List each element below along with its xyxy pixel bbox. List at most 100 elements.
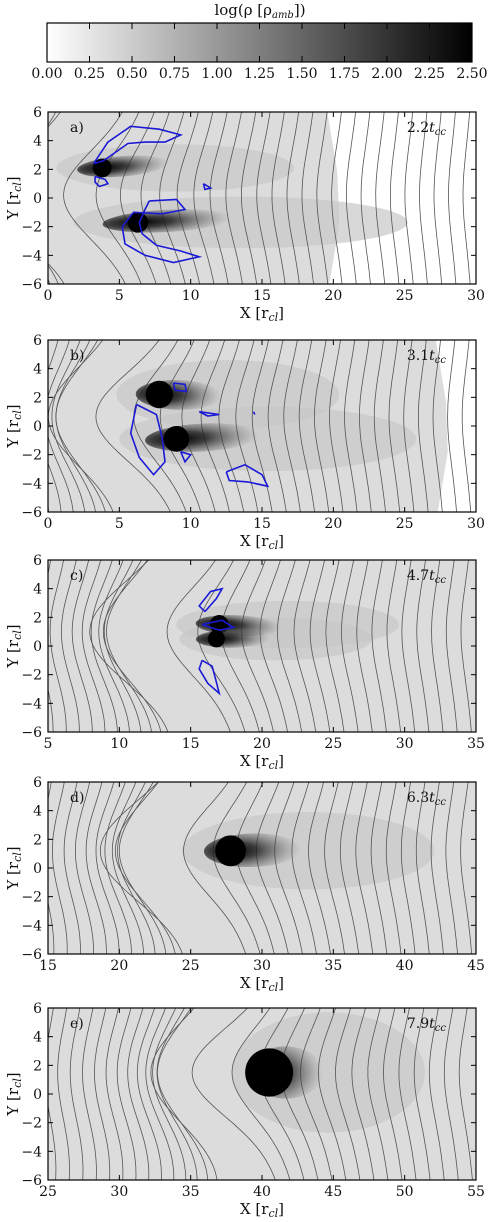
field-line: [383, 1008, 403, 1180]
field-line: [371, 560, 387, 732]
field-line: [413, 1008, 431, 1180]
colorbar-ticks: 0.00 0.25 0.50 0.75 1.00 1.25 1.50 1.75 2.00 2.25…: [31, 23, 488, 80]
cloud-clump: [245, 1046, 323, 1099]
time-label: 6.3tcc: [407, 790, 447, 808]
field-line: [267, 340, 287, 512]
x-tick-label: 15: [182, 736, 200, 752]
y-tick-label: 6: [33, 1001, 42, 1017]
field-line: [150, 1008, 218, 1180]
x-tick-label: 30: [396, 736, 414, 752]
field-line: [416, 560, 430, 732]
field-line: [445, 560, 458, 732]
wake-region: [232, 1012, 425, 1133]
cloud-clump: [102, 209, 231, 233]
field-line: [99, 782, 183, 954]
field-line: [415, 782, 430, 954]
y-tick-label: 2: [33, 390, 42, 406]
field-line: [443, 1008, 459, 1180]
x-tick-label: 5: [115, 516, 124, 532]
x-tick-label: 15: [39, 958, 57, 974]
colorbar-tick-label: 0.50: [116, 66, 147, 80]
field-line: [145, 1008, 175, 1180]
panel-label: b): [70, 348, 84, 364]
y-tick-label: 4: [33, 134, 42, 150]
cloud-clump: [135, 380, 222, 410]
x-axis-label: X [rcl]: [240, 752, 284, 772]
field-line: [152, 1008, 187, 1180]
colorbar: log(ρ [ρamb]) 0.00 0.25 0.50 0.75 1.00 1.25 1.…: [31, 1, 488, 80]
panel-label: d): [70, 790, 84, 806]
field-line: [61, 560, 80, 732]
field-line: [95, 340, 171, 512]
field-line: [309, 560, 331, 732]
field-line: [105, 1008, 124, 1180]
x-tick-label: 25: [182, 958, 200, 974]
x-axis-label: X [rcl]: [240, 974, 284, 994]
x-axis-label: X [rcl]: [240, 1200, 284, 1220]
y-tick-label: 4: [33, 362, 42, 378]
tracer-contour: [252, 411, 256, 415]
x-tick-label: 10: [182, 516, 200, 532]
field-line: [400, 782, 416, 954]
x-tick-label: 50: [396, 1184, 414, 1200]
y-tick-label: −2: [21, 448, 42, 464]
field-line: [69, 1008, 84, 1180]
field-line: [102, 560, 162, 732]
field-line: [90, 560, 118, 732]
tracer-contour: [225, 463, 270, 488]
field-line: [345, 112, 357, 284]
tracer-contour: [93, 125, 184, 165]
colorbar-tick-label: 0.00: [31, 66, 62, 80]
cloud-clump: [195, 629, 271, 648]
time-label: 2.2tcc: [407, 120, 447, 138]
field-line: [117, 782, 156, 954]
field-line: [403, 340, 415, 512]
field-line: [136, 1008, 162, 1180]
time-label: 4.7tcc: [407, 568, 447, 586]
x-tick-label: 20: [110, 958, 128, 974]
field-line: [460, 782, 473, 954]
y-axis-label: Y [rcl]: [4, 404, 24, 448]
field-line: [308, 782, 331, 954]
field-line: [293, 560, 317, 732]
clump-core: [245, 1048, 294, 1097]
field-line: [460, 560, 472, 732]
field-line: [240, 112, 258, 284]
y-tick-label: 0: [33, 191, 42, 207]
tracer-contour: [172, 382, 188, 393]
y-tick-label: −2: [21, 220, 42, 236]
field-line: [417, 340, 429, 512]
colorbar-tick-label: 1.25: [244, 66, 275, 80]
cloud-clump: [145, 423, 260, 452]
field-line: [235, 782, 275, 954]
y-tick-label: 4: [33, 582, 42, 598]
field-line: [339, 782, 360, 954]
field-line: [344, 340, 358, 512]
y-tick-label: 2: [33, 1058, 42, 1074]
field-line: [159, 340, 202, 512]
field-line: [104, 782, 132, 954]
y-tick-label: 2: [33, 610, 42, 626]
y-tick-label: 4: [33, 804, 42, 820]
field-line: [431, 560, 444, 732]
x-tick-label: 45: [467, 958, 485, 974]
field-line: [373, 340, 386, 512]
field-line: [55, 340, 106, 512]
y-tick-label: 0: [33, 639, 42, 655]
tracer-contour: [198, 659, 221, 696]
field-line: [324, 782, 345, 954]
y-tick-label: −2: [21, 1116, 42, 1132]
field-line: [51, 782, 68, 954]
tracer-contour: [94, 175, 110, 188]
x-axis-label: X [rcl]: [240, 304, 284, 324]
y-axis-label: Y [rcl]: [4, 846, 24, 890]
field-line: [225, 112, 243, 284]
field-line: [325, 560, 345, 732]
wake-region: [119, 406, 417, 472]
colorbar-gradient: [46, 22, 473, 63]
x-tick-label: 25: [396, 288, 414, 304]
field-line: [298, 340, 315, 512]
